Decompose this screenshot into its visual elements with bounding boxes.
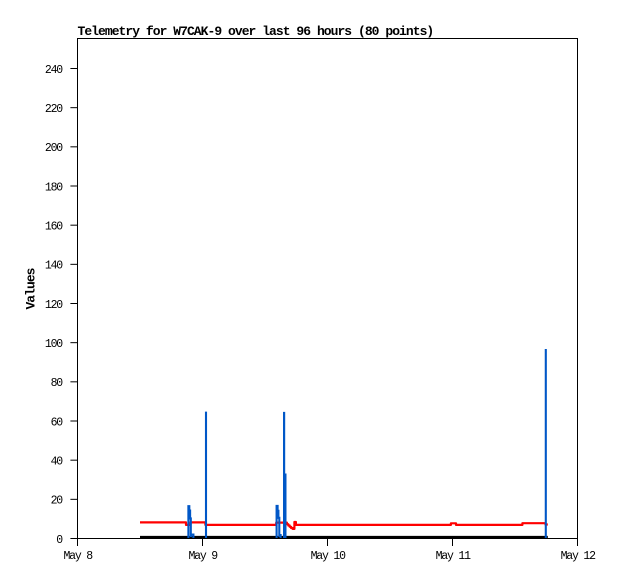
- svg-text:160: 160: [45, 221, 63, 234]
- svg-text:0: 0: [56, 534, 63, 547]
- svg-text:120: 120: [45, 299, 63, 312]
- svg-text:200: 200: [45, 142, 63, 155]
- svg-text:80: 80: [51, 377, 64, 390]
- svg-text:Telemetry for W7CAK-9 over las: Telemetry for W7CAK-9 over last 96 hours…: [78, 24, 434, 39]
- svg-text:140: 140: [45, 260, 63, 273]
- svg-text:180: 180: [45, 181, 63, 194]
- svg-text:40: 40: [51, 456, 64, 469]
- svg-text:May 12: May 12: [561, 550, 597, 563]
- svg-text:May 9: May 9: [188, 550, 218, 563]
- svg-text:May 10: May 10: [311, 550, 347, 563]
- svg-text:220: 220: [45, 103, 63, 116]
- svg-text:20: 20: [51, 495, 64, 508]
- svg-text:60: 60: [51, 416, 64, 429]
- svg-text:May 11: May 11: [436, 550, 472, 563]
- svg-text:240: 240: [45, 64, 63, 77]
- svg-text:Values: Values: [24, 267, 39, 309]
- svg-text:100: 100: [45, 338, 63, 351]
- svg-text:May 8: May 8: [63, 550, 93, 563]
